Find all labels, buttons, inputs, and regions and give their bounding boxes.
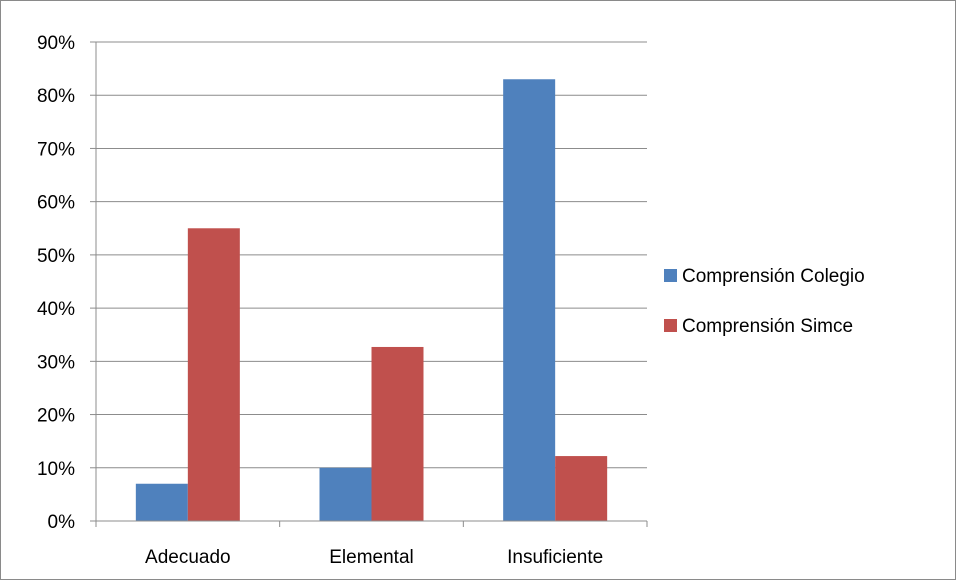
legend-label: Comprensión Colegio [682,266,865,287]
y-tick-label: 60% [37,193,75,214]
bar-simce [187,228,240,521]
y-tick-label: 10% [37,459,75,480]
bar-colegio [503,79,556,521]
x-tick-label: Insuficiente [507,547,603,568]
bar-simce [371,346,424,521]
y-tick-label: 70% [37,139,75,160]
bar-simce [555,456,608,521]
y-tick-label: 40% [37,299,75,320]
legend: Comprensión Colegio Comprensión Simce [664,266,865,337]
bar-colegio [319,467,372,521]
y-tick-label: 0% [48,512,76,533]
y-tick-label: 90% [37,33,75,54]
bar-colegio [135,483,188,521]
y-tick-label: 30% [37,352,75,373]
x-tick-label: Adecuado [145,547,231,568]
legend-label: Comprensión Simce [682,316,853,337]
y-tick-label: 80% [37,86,75,107]
axes: 0% 10% 20% 30% 40% 50% 60% 70% 80% 90% Adecuado Ele… [37,33,648,568]
bars [135,79,608,521]
legend-swatch [664,319,677,332]
legend-swatch [664,269,677,282]
y-tick-label: 20% [37,406,75,427]
x-tick-label: Elemental [329,547,414,568]
y-tick-label: 50% [37,246,75,267]
